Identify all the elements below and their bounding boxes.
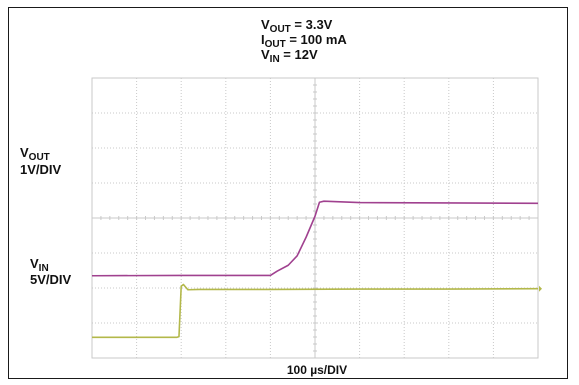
vout-scale-label: 1V/DIV (20, 162, 62, 177)
vout-trace-label: VOUT (20, 145, 50, 164)
condition-vin: VIN = 12V (261, 47, 318, 66)
vin-level-marker (539, 285, 542, 292)
scope-traces (91, 200, 542, 339)
x-axis-label: 100 µs/DIV (287, 363, 347, 377)
vin-trace-label: VIN (30, 256, 49, 275)
trace-vin (92, 283, 539, 339)
figure-border (8, 7, 568, 379)
condition-iout: IOUT = 100 mA (261, 32, 347, 51)
vin-scale-label: 5V/DIV (30, 272, 72, 287)
scope-grid (91, 77, 539, 359)
condition-vout: VOUT = 3.3V (261, 17, 333, 36)
trace-vout (91, 200, 539, 277)
